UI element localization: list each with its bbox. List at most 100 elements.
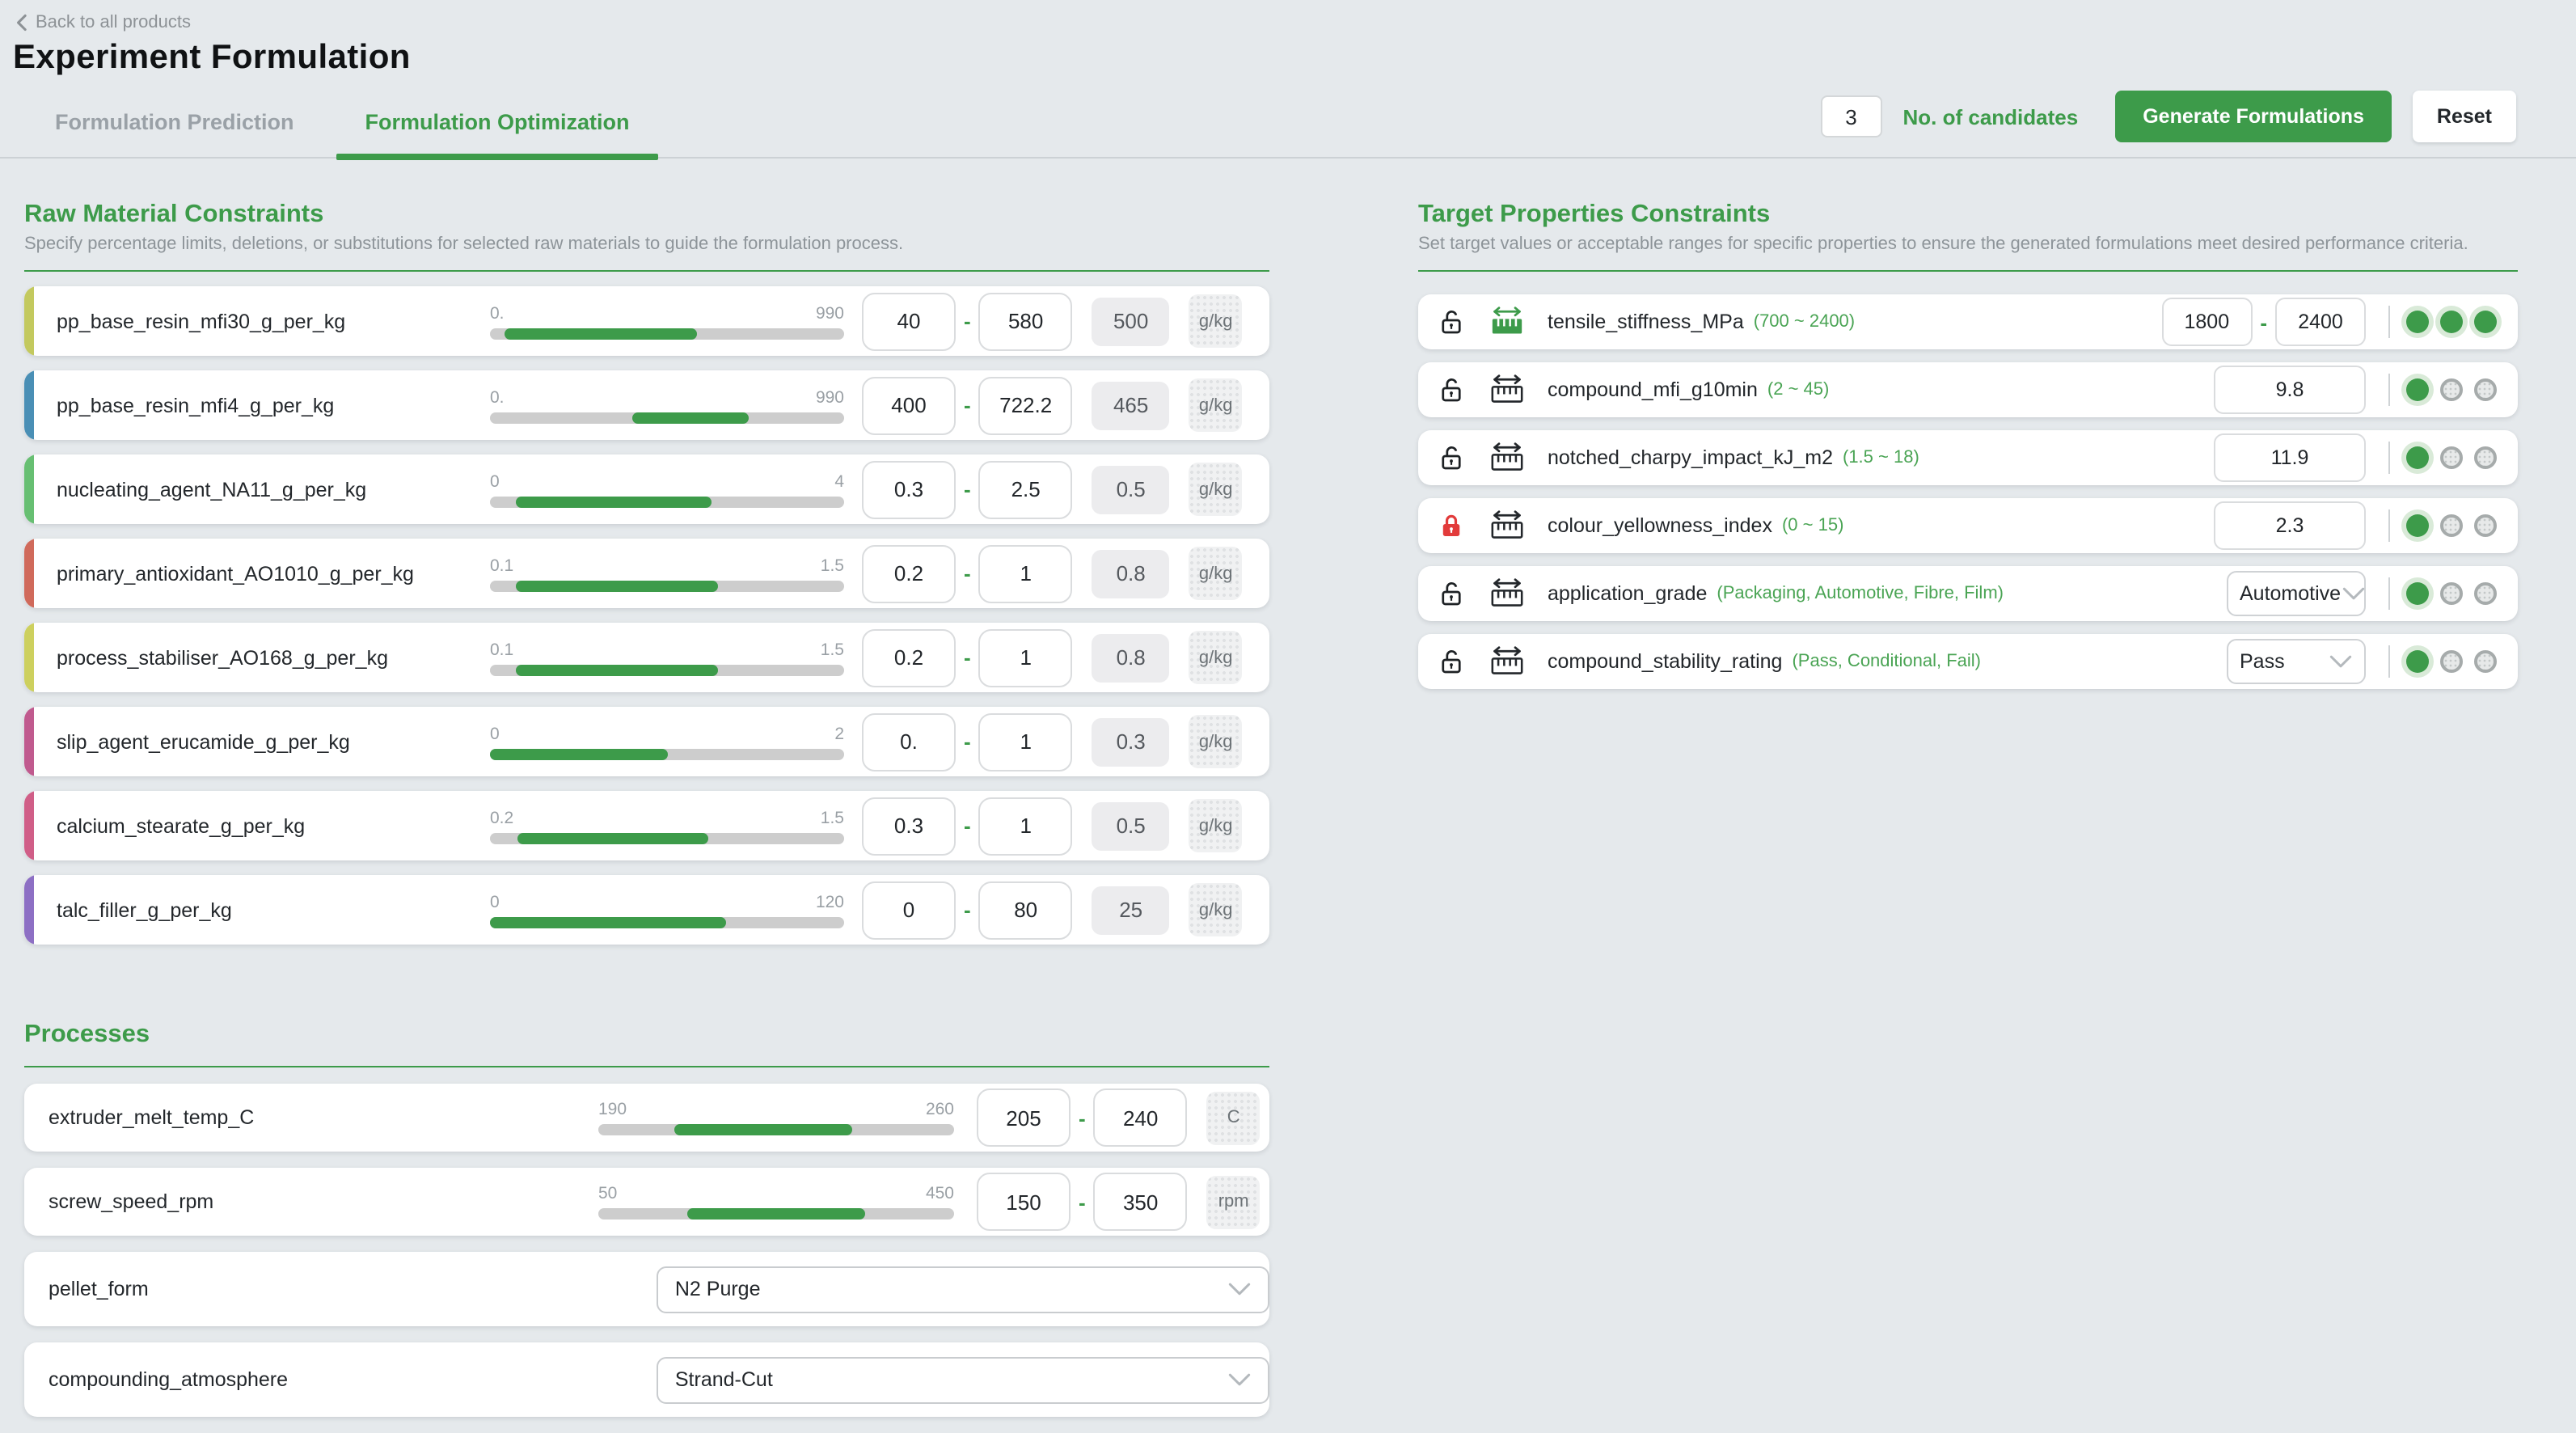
importance-dot-active[interactable]	[2406, 514, 2429, 537]
tab-formulation-prediction[interactable]: Formulation Prediction	[55, 110, 294, 134]
min-input[interactable]	[862, 881, 956, 939]
range-mode-icon[interactable]	[1488, 509, 1527, 542]
target-select[interactable]: Pass	[2227, 639, 2366, 684]
range-slider[interactable]: 0.1 1.5	[490, 556, 844, 591]
slider-track[interactable]	[490, 580, 844, 591]
importance-dot-active[interactable]	[2406, 446, 2429, 469]
importance-dot-inactive[interactable]	[2440, 650, 2463, 673]
importance-dot-inactive[interactable]	[2474, 582, 2497, 605]
range-slider[interactable]: 0.1 1.5	[490, 640, 844, 675]
process-row: compounding_atmosphere Strand-Cut	[24, 1342, 1269, 1417]
slider-track[interactable]	[490, 496, 844, 507]
range-slider[interactable]: 0.2 1.5	[490, 808, 844, 843]
min-input[interactable]	[977, 1173, 1071, 1231]
process-select[interactable]: Strand-Cut	[657, 1356, 1269, 1403]
reset-button[interactable]: Reset	[2412, 91, 2516, 142]
unit-chip: g/kg	[1189, 463, 1243, 516]
default-value-badge: 0.3	[1092, 717, 1170, 766]
range-slider[interactable]: 190 260	[598, 1100, 954, 1135]
slider-track[interactable]	[490, 412, 844, 423]
slider-fill	[515, 664, 718, 675]
importance-dot-inactive[interactable]	[2474, 650, 2497, 673]
target-select[interactable]: Automotive	[2227, 571, 2366, 616]
slider-max-label: 1.5	[820, 808, 844, 827]
slider-track[interactable]	[490, 328, 844, 339]
importance-dots	[2406, 311, 2497, 333]
range-dash: -	[1079, 1105, 1086, 1130]
max-input[interactable]	[978, 712, 1073, 771]
importance-dot-active[interactable]	[2474, 311, 2497, 333]
slider-fill	[490, 748, 667, 759]
range-slider[interactable]: 50 450	[598, 1184, 954, 1220]
max-input[interactable]	[978, 628, 1073, 687]
slider-track[interactable]	[598, 1124, 954, 1135]
max-input[interactable]	[978, 881, 1073, 939]
target-min-input[interactable]	[2161, 298, 2253, 346]
range-slider[interactable]: 0. 990	[490, 387, 844, 423]
min-input[interactable]	[862, 544, 956, 602]
slider-track[interactable]	[490, 748, 844, 759]
range-mode-icon[interactable]	[1488, 374, 1527, 406]
min-input[interactable]	[862, 628, 956, 687]
range-mode-icon-active[interactable]	[1488, 306, 1527, 338]
slider-fill	[674, 1124, 853, 1135]
slider-track[interactable]	[598, 1208, 954, 1220]
importance-dot-active[interactable]	[2406, 378, 2429, 401]
max-input[interactable]	[978, 460, 1073, 518]
lock-unlocked-icon[interactable]	[1439, 579, 1463, 608]
slider-track[interactable]	[490, 916, 844, 928]
slider-max-label: 260	[925, 1100, 954, 1119]
importance-dot-inactive[interactable]	[2440, 582, 2463, 605]
importance-dot-inactive[interactable]	[2440, 446, 2463, 469]
min-input[interactable]	[862, 797, 956, 855]
slider-track[interactable]	[490, 664, 844, 675]
lock-unlocked-icon[interactable]	[1439, 443, 1463, 472]
min-input[interactable]	[977, 1088, 1071, 1147]
tab-bar: Formulation Prediction Formulation Optim…	[0, 81, 2576, 160]
material-name: pp_base_resin_mfi30_g_per_kg	[57, 310, 346, 332]
importance-dot-active[interactable]	[2406, 311, 2429, 333]
importance-dot-active[interactable]	[2406, 582, 2429, 605]
target-value-input[interactable]	[2214, 366, 2366, 414]
min-input[interactable]	[862, 376, 956, 434]
max-input[interactable]	[978, 544, 1073, 602]
target-value-input[interactable]	[2214, 501, 2366, 550]
target-max-input[interactable]	[2275, 298, 2366, 346]
lock-unlocked-icon[interactable]	[1439, 647, 1463, 676]
importance-dot-inactive[interactable]	[2474, 514, 2497, 537]
range-mode-icon[interactable]	[1488, 442, 1527, 474]
min-input[interactable]	[862, 712, 956, 771]
importance-dot-inactive[interactable]	[2474, 446, 2497, 469]
generate-formulations-button[interactable]: Generate Formulations	[2115, 91, 2392, 142]
max-input[interactable]	[978, 292, 1073, 350]
slider-track[interactable]	[490, 832, 844, 843]
range-slider[interactable]: 0 120	[490, 892, 844, 928]
range-slider[interactable]: 0. 990	[490, 303, 844, 339]
max-input[interactable]	[978, 797, 1073, 855]
importance-dot-inactive[interactable]	[2440, 378, 2463, 401]
range-mode-icon[interactable]	[1488, 645, 1527, 678]
range-mode-icon[interactable]	[1488, 577, 1527, 610]
min-input[interactable]	[862, 292, 956, 350]
importance-dot-active[interactable]	[2406, 650, 2429, 673]
lock-unlocked-icon[interactable]	[1439, 307, 1463, 336]
importance-dot-inactive[interactable]	[2474, 378, 2497, 401]
max-input[interactable]	[1093, 1088, 1188, 1147]
importance-dot-active[interactable]	[2440, 311, 2463, 333]
targets-heading: Target Properties Constraints	[1418, 201, 1771, 228]
process-name: pellet_form	[49, 1278, 149, 1300]
process-select[interactable]: N2 Purge	[657, 1266, 1269, 1313]
lock-unlocked-icon[interactable]	[1439, 375, 1463, 404]
target-value-input[interactable]	[2214, 433, 2366, 482]
tab-formulation-optimization[interactable]: Formulation Optimization	[336, 91, 659, 160]
process-row: pellet_form N2 Purge	[24, 1252, 1269, 1326]
max-input[interactable]	[1093, 1173, 1188, 1231]
back-link[interactable]: Back to all products	[0, 0, 191, 32]
min-input[interactable]	[862, 460, 956, 518]
candidates-input[interactable]	[1820, 95, 1882, 137]
lock-locked-icon[interactable]	[1439, 511, 1463, 540]
max-input[interactable]	[978, 376, 1073, 434]
importance-dot-inactive[interactable]	[2440, 514, 2463, 537]
